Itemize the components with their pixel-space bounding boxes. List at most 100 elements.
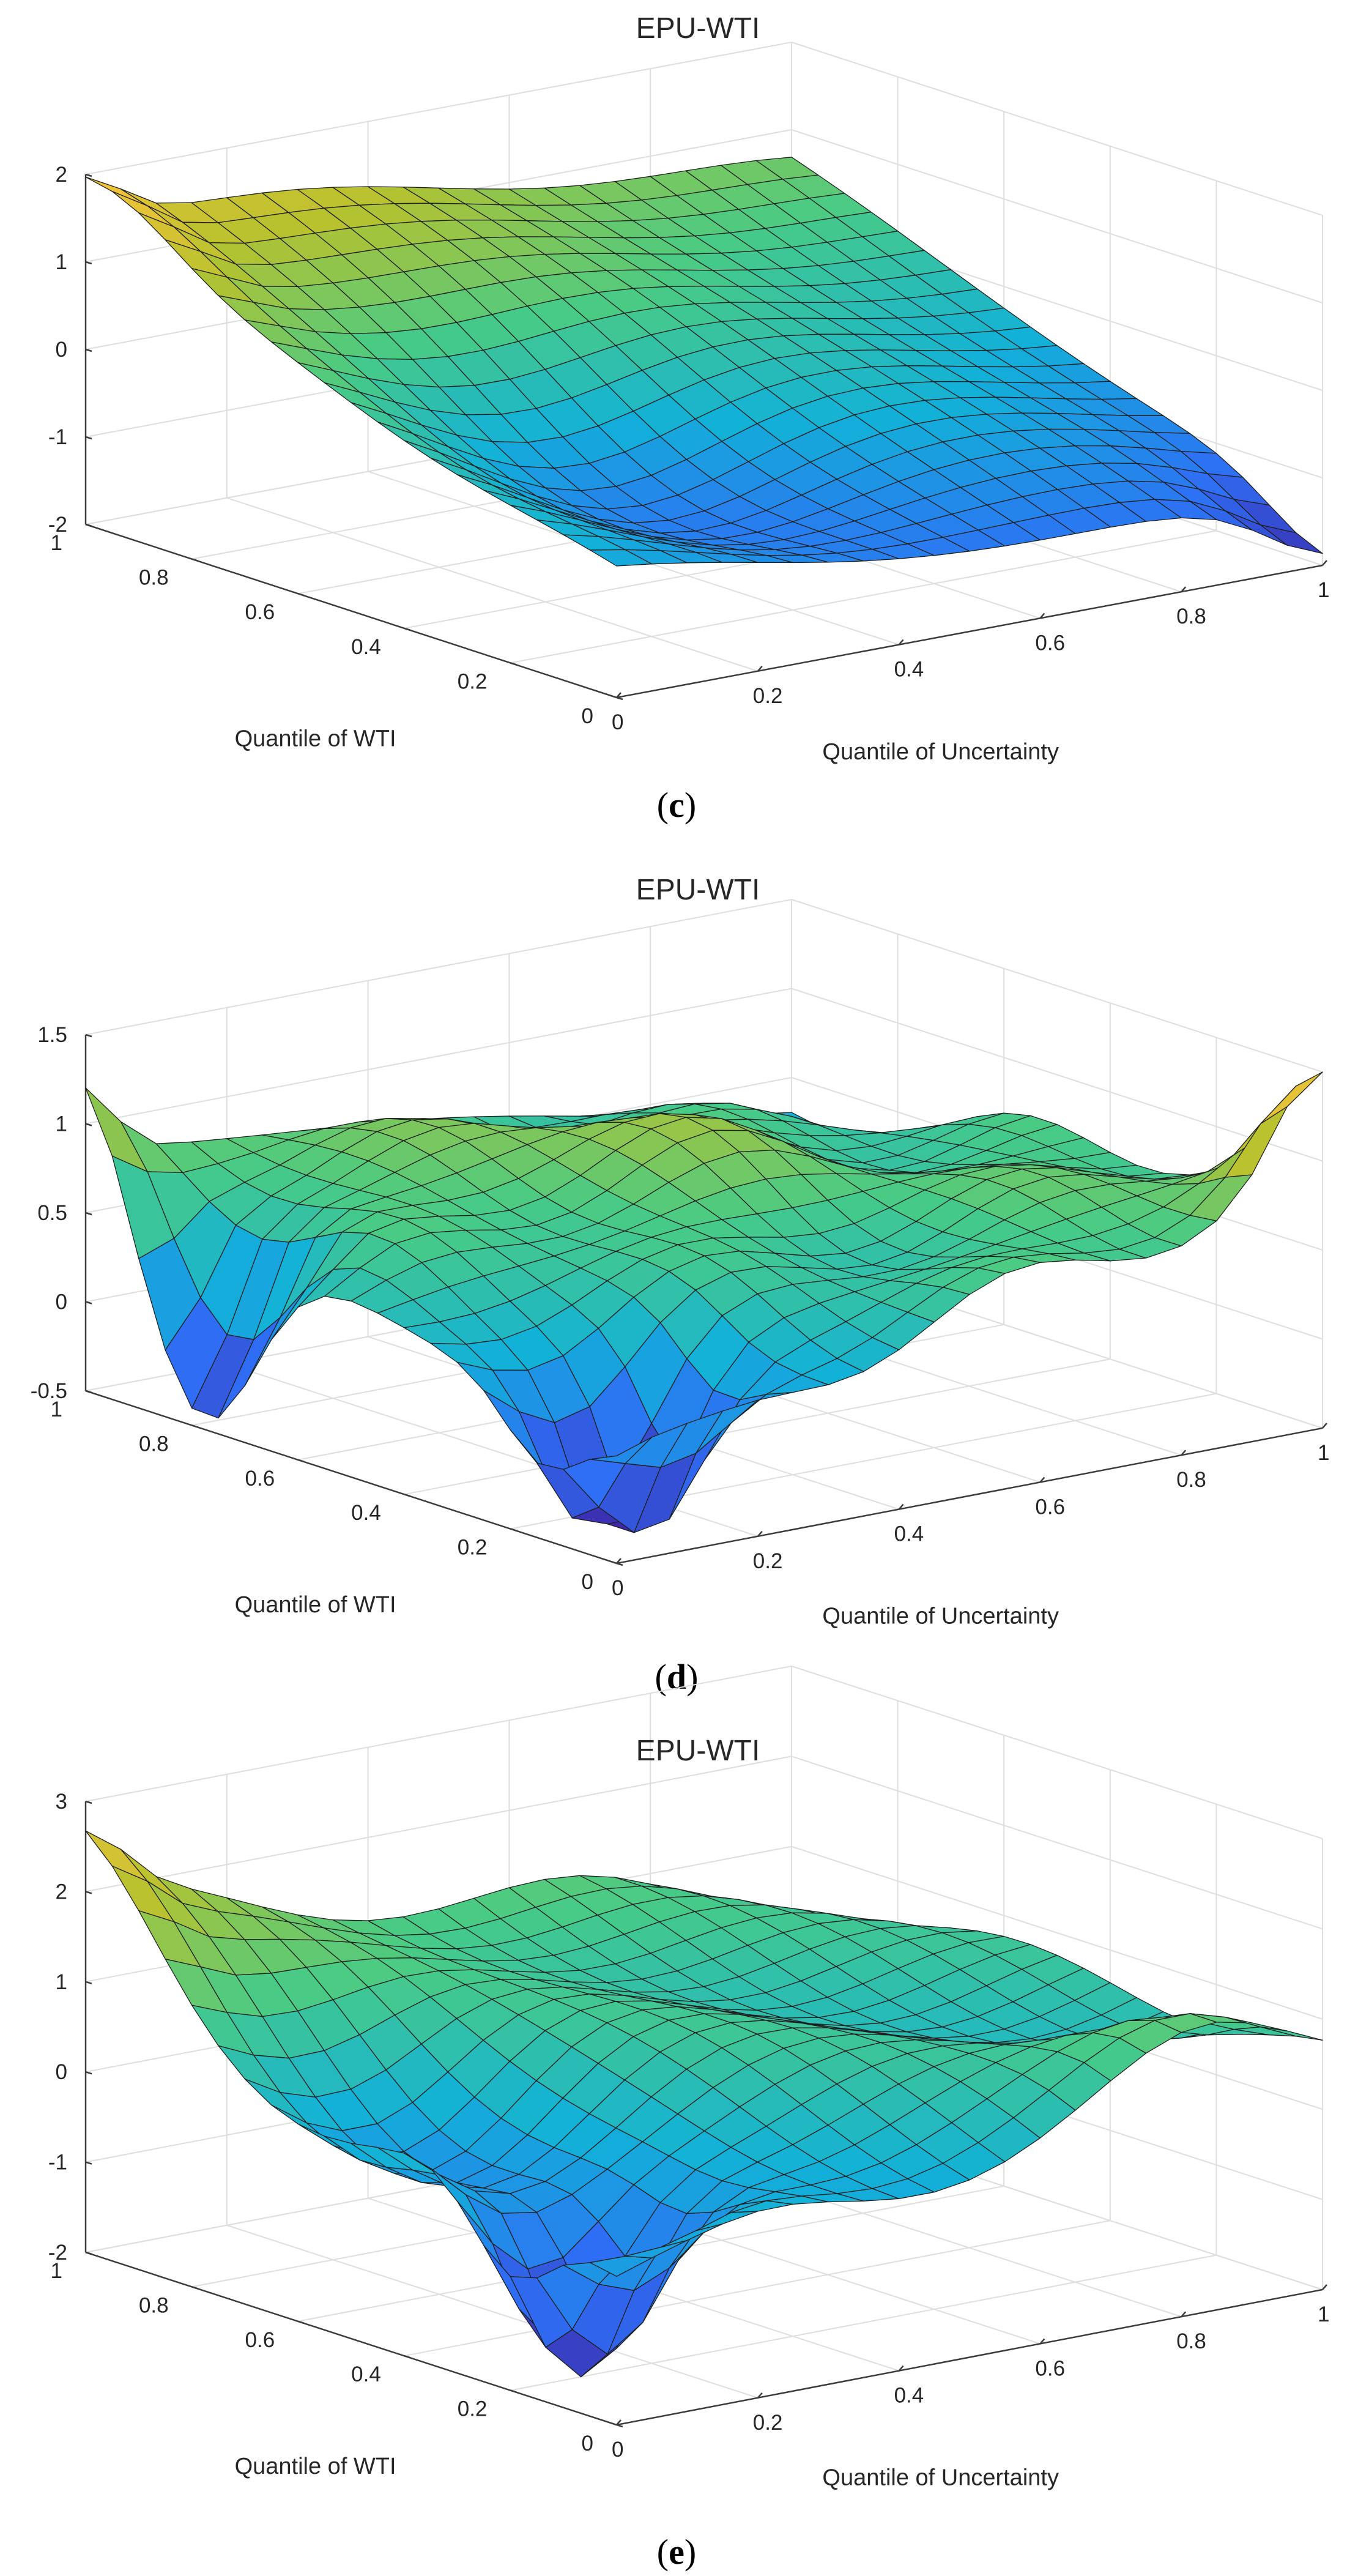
- y-tick-label: 0.4: [351, 1501, 381, 1525]
- x-tick-label: 0: [612, 2438, 623, 2462]
- y-tick-mark: [404, 1494, 411, 1497]
- x-tick-mark: [1181, 2311, 1187, 2318]
- z-tick-mark: [85, 1301, 92, 1305]
- x-tick-mark: [1039, 2338, 1045, 2345]
- x-tick-mark: [1181, 586, 1187, 593]
- y-tick-label: 0: [582, 2432, 593, 2455]
- x-axis-label: Quantile of Uncertainty: [822, 1603, 1059, 1629]
- chart-title: EPU-WTI: [636, 1735, 760, 1767]
- y-tick-label: 0.4: [351, 635, 381, 659]
- x-tick-label: 0.2: [753, 684, 783, 708]
- x-tick-mark: [1181, 1450, 1187, 1456]
- y-tick-label: 0: [582, 1570, 593, 1594]
- x-tick-mark: [1322, 2284, 1327, 2290]
- z-tick-mark: [85, 436, 92, 440]
- surface-cell: [1260, 524, 1323, 554]
- z-tick-label: 1: [56, 1112, 67, 1136]
- x-tick-mark: [1039, 612, 1045, 619]
- surface-cell: [85, 176, 148, 207]
- x-tick-mark: [616, 2419, 621, 2425]
- y-tick-mark: [191, 2286, 198, 2290]
- z-tick-label: 2: [56, 163, 67, 187]
- z-tick-mark: [85, 1212, 92, 1216]
- z-tick-label: -0.5: [31, 1379, 67, 1403]
- y-tick-label: 0.4: [351, 2362, 381, 2386]
- x-tick-mark: [898, 1503, 904, 1510]
- y-tick-mark: [616, 1562, 623, 1566]
- y-tick-mark: [191, 1424, 198, 1428]
- x-axis-label: Quantile of Uncertainty: [822, 739, 1059, 765]
- y-axis-line-c: [85, 523, 617, 699]
- y-tick-mark: [510, 1528, 517, 1532]
- z-tick-mark: [85, 173, 92, 177]
- x-tick-label: 0.6: [1035, 1495, 1065, 1519]
- z-tick-mark: [85, 2161, 92, 2165]
- z-tick-mark: [85, 1033, 92, 1038]
- y-tick-label: 1: [51, 1398, 62, 1421]
- z-tick-mark: [85, 1390, 92, 1394]
- panel-caption: (c): [657, 785, 696, 825]
- y-tick-label: 0.8: [139, 2293, 169, 2317]
- y-tick-label: 0.6: [245, 600, 275, 624]
- z-tick-label: 1: [56, 250, 67, 274]
- z-tick-label: -1: [48, 2151, 67, 2175]
- x-tick-mark: [757, 2392, 763, 2399]
- x-axis-line-c: [616, 564, 1323, 699]
- surface-cell: [1260, 2027, 1323, 2041]
- y-tick-label: 0.2: [458, 669, 488, 693]
- x-tick-label: 0: [612, 1576, 623, 1600]
- x-axis-line-d: [616, 1427, 1323, 1565]
- z-tick-label: 0: [56, 2060, 67, 2084]
- chart-title: EPU-WTI: [636, 12, 760, 45]
- panel-c: 00.20.40.60.8100.20.40.60.81-2-1012Quant…: [48, 12, 1330, 825]
- x-tick-label: 0.2: [753, 1549, 783, 1573]
- z-tick-label: 1.5: [37, 1023, 67, 1047]
- y-tick-label: 0.6: [245, 1467, 275, 1491]
- x-tick-mark: [1322, 1423, 1327, 1429]
- x-axis-label: Quantile of Uncertainty: [822, 2465, 1059, 2490]
- y-tick-mark: [616, 2424, 623, 2428]
- y-tick-label: 0.2: [458, 1536, 488, 1560]
- x-tick-mark: [757, 1530, 763, 1537]
- surface-e: [85, 1830, 1323, 2378]
- panel-caption-letter: e: [669, 2532, 684, 2572]
- x-tick-label: 0.8: [1176, 1468, 1206, 1492]
- x-tick-mark: [1322, 560, 1327, 566]
- y-axis-label: Quantile of WTI: [235, 2454, 396, 2479]
- x-tick-label: 1: [1318, 2302, 1329, 2326]
- y-tick-label: 0.2: [458, 2397, 488, 2421]
- surface-cell: [1260, 1071, 1323, 1125]
- y-tick-mark: [191, 558, 198, 562]
- y-tick-mark: [404, 627, 411, 631]
- y-tick-mark: [510, 662, 517, 666]
- surface-cell: [1225, 1106, 1288, 1178]
- y-tick-mark: [297, 1459, 305, 1462]
- y-tick-mark: [404, 2355, 411, 2359]
- x-tick-mark: [898, 639, 904, 646]
- x-tick-label: 0.4: [894, 1522, 924, 1546]
- x-tick-label: 0.8: [1176, 605, 1206, 628]
- panel-d: 00.20.40.60.8100.20.40.60.81-0.500.511.5…: [31, 874, 1330, 1697]
- z-tick-mark: [85, 261, 92, 265]
- y-axis-line-e: [85, 2251, 617, 2426]
- axes-e: [84, 1801, 1323, 2426]
- y-tick-label: 1: [51, 531, 62, 555]
- z-tick-label: -1: [48, 425, 67, 449]
- y-axis-label: Quantile of WTI: [235, 1592, 396, 1618]
- surface-c: [85, 157, 1323, 567]
- z-tick-label: -2: [48, 2241, 67, 2265]
- z-tick-label: 0.5: [37, 1201, 67, 1225]
- x-tick-label: 0.2: [753, 2411, 783, 2435]
- y-tick-mark: [616, 696, 623, 701]
- y-tick-mark: [297, 2320, 305, 2324]
- z-tick-mark: [85, 1800, 92, 1804]
- z-tick-mark: [85, 348, 92, 352]
- y-tick-label: 0.8: [139, 1432, 169, 1456]
- z-tick-label: 3: [56, 1790, 67, 1814]
- y-tick-label: 1: [51, 2259, 62, 2283]
- x-axis-line-e: [616, 2288, 1323, 2426]
